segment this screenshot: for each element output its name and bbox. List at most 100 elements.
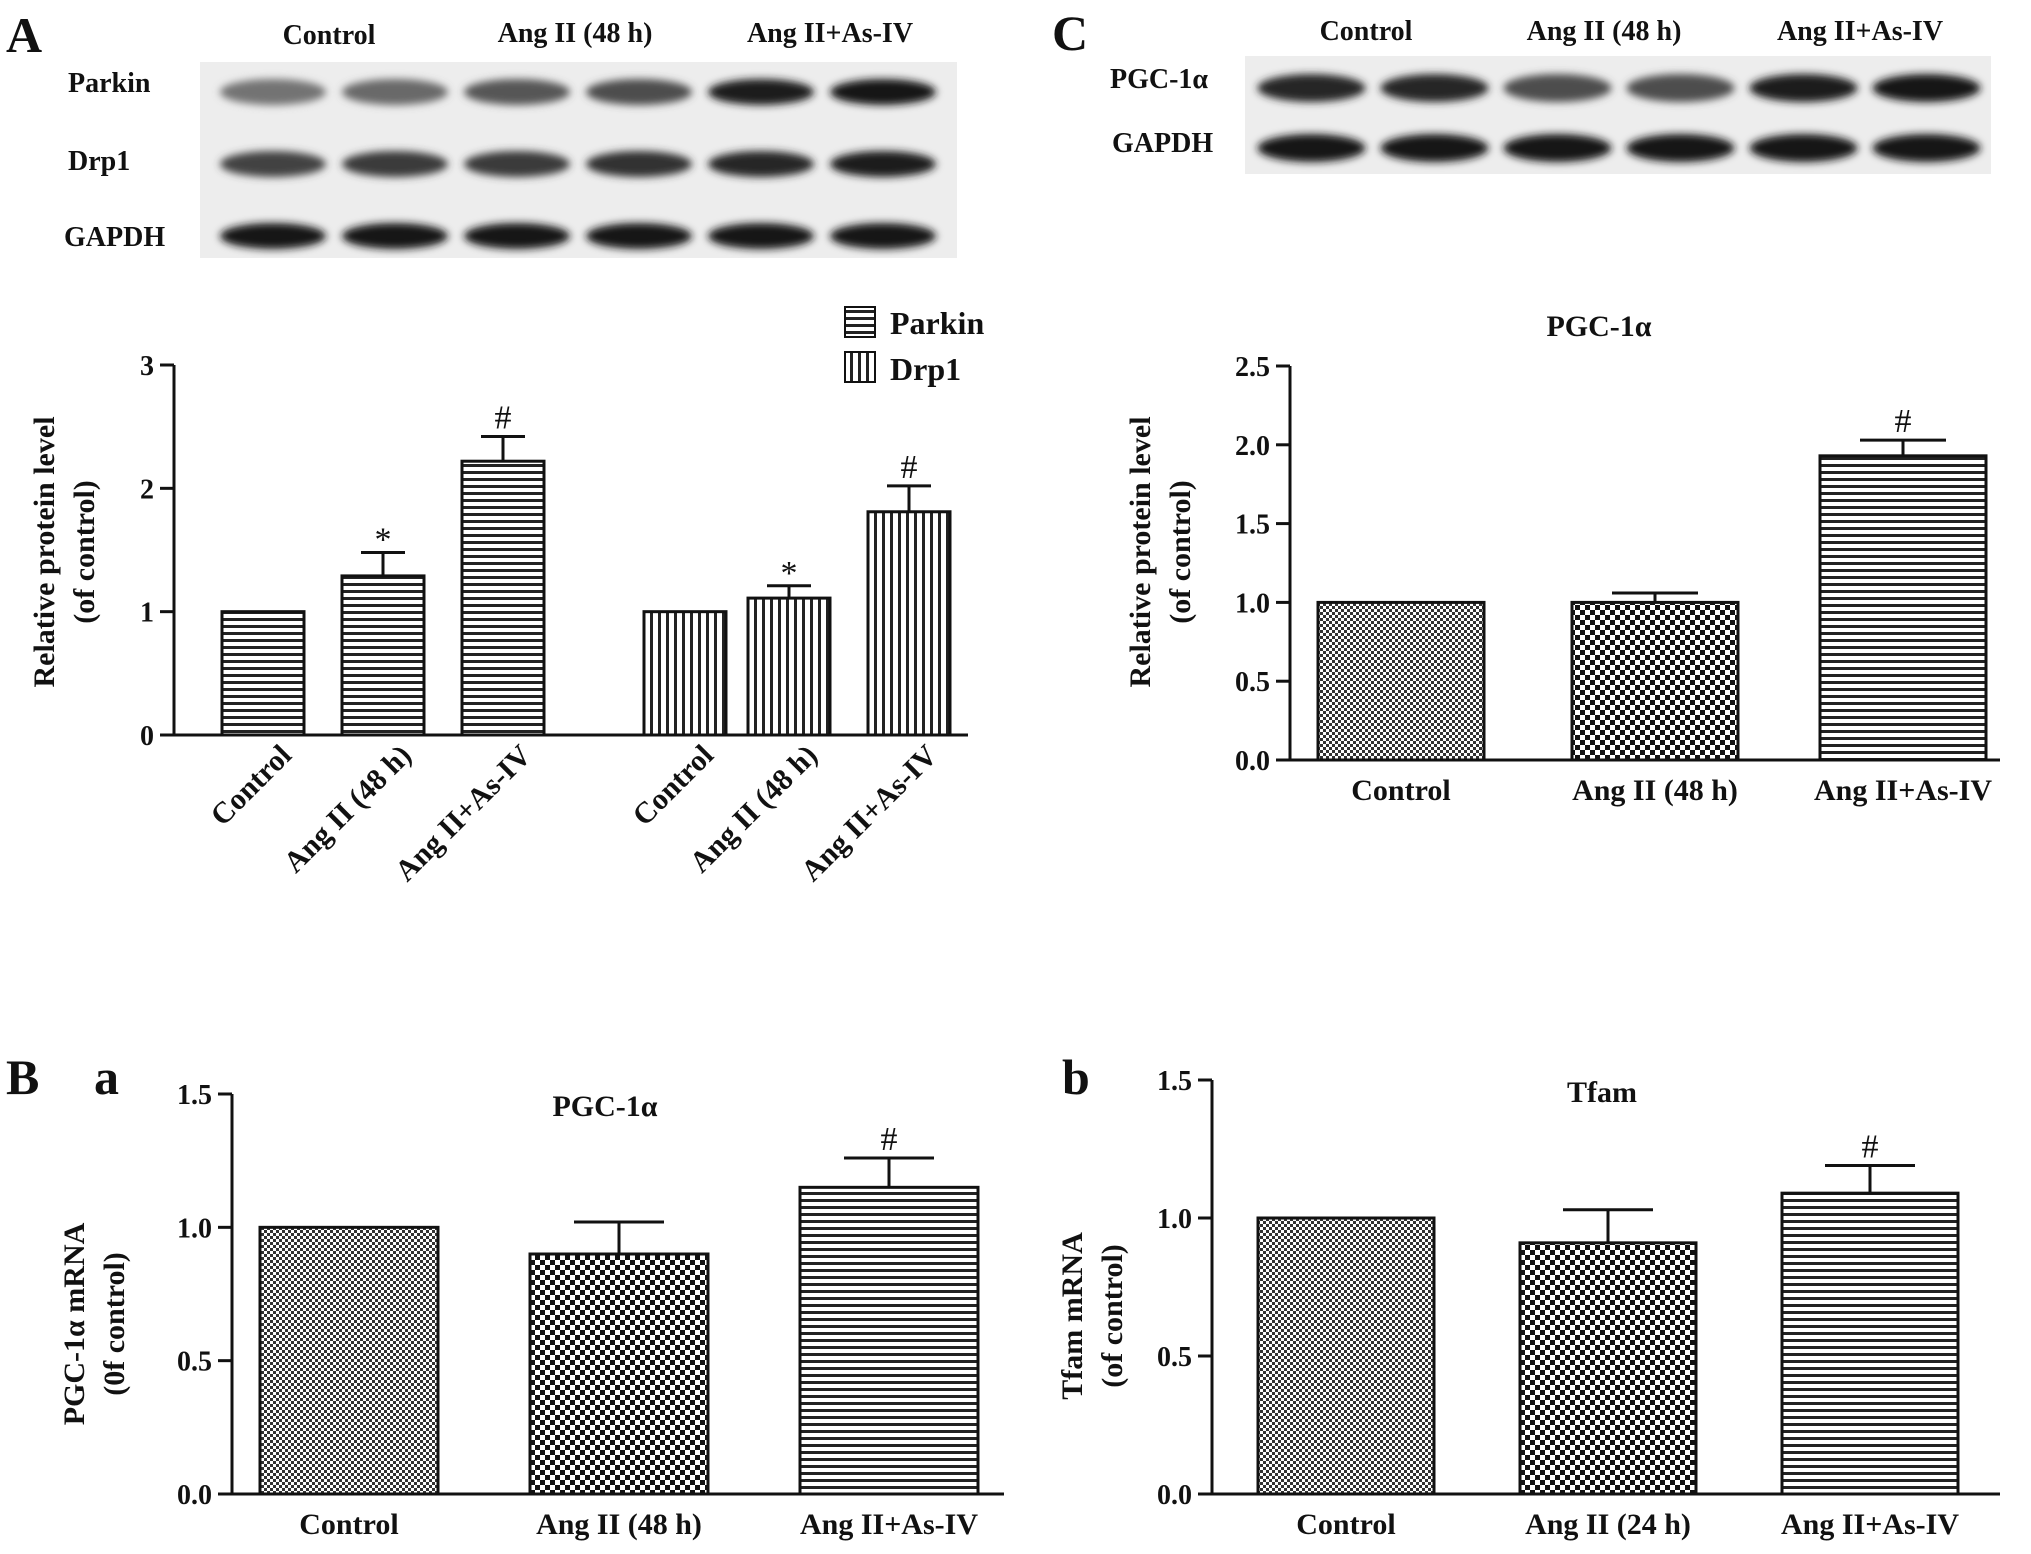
chart-a-bars: * # * # [220,400,952,737]
blot-c-group-label: Control [1320,16,1413,47]
blot-c-row-label: GAPDH [1112,128,1213,159]
blot-c-bands [1257,74,1981,162]
bar-control [1316,600,1486,762]
y-tick-label: 0.5 [177,1347,212,1378]
chart-a-y-label-line: (of control) [68,480,101,624]
blot-a-bands [220,79,936,249]
y-tick-label: 0.0 [1157,1480,1192,1511]
western-blot-c: Control Ang II (48 h) Ang II+As-IV PGC-1… [1110,16,1991,174]
chart-c-y-label: Relative protein level (of control) [1124,416,1197,687]
blot-band-parkin [342,79,448,105]
y-tick-label: 2.5 [1235,352,1270,383]
bar-ang-ii-48-h [528,1252,710,1496]
chart-c-bars: # [1316,403,1988,762]
blot-band-pgc-1 [1626,74,1735,102]
blot-band-gapdh [1626,134,1735,162]
y-tick-label: 1.0 [1157,1204,1192,1235]
blot-c-row-label: PGC-1α [1110,64,1208,95]
y-tick-label: 1.0 [1235,588,1270,619]
x-tick-label: Control [299,1508,398,1541]
y-tick-label: 1.5 [1235,510,1270,541]
chart-b-b-bars: # [1256,1129,1960,1496]
y-tick-label: 1.5 [177,1080,212,1111]
blot-band-drp1 [342,151,448,177]
y-tick-label: 1.0 [177,1213,212,1244]
chart-b-b-y-label-line: (of control) [1096,1244,1129,1388]
x-tick-label: Ang II (48 h) [1572,774,1738,807]
blot-c-group-label: Ang II+As-IV [1777,16,1943,47]
x-tick-label: Ang II (48 h) [536,1508,702,1541]
bar-ang-ii-as-iv [1780,1191,1960,1496]
x-tick-label: Ang II+As-IV [800,1508,978,1541]
blot-a-row-label: Parkin [68,68,151,99]
x-tick-label: Ang II (24 h) [1525,1508,1691,1541]
bar-control [220,610,306,737]
chart-c-x-labels: Control Ang II (48 h) Ang II+As-IV [1351,774,1992,807]
y-tick-label: 1 [140,598,154,629]
legend-label-drp1: Drp1 [890,351,961,387]
y-tick-label: 2.0 [1235,431,1270,462]
blot-band-gapdh [464,223,570,249]
chart-a-y-axis: 0 1 2 3 [140,351,968,752]
bar-ang-ii-as-iv [460,459,546,737]
blot-a-group-label: Ang II+As-IV [747,18,913,49]
legend-swatch-parkin [844,306,876,338]
significance-mark: * [781,555,798,592]
chart-b-a-title: PGC-1α [552,1090,657,1123]
western-blot-a: Control Ang II (48 h) Ang II+As-IV Parki… [64,18,957,258]
significance-mark: # [1895,403,1912,440]
chart-c: PGC-1α 0.0 0.5 1.0 1.5 2.0 2.5 # Control Ang I… [1124,310,2000,807]
blot-band-pgc-1 [1257,74,1366,102]
bar-ang-ii-48-h [1570,600,1740,762]
blot-a-group-label: Control [283,20,376,51]
blot-band-gapdh [1749,134,1858,162]
blot-background-c [1245,56,1991,174]
bar-ang-ii-24-h [1518,1241,1698,1496]
blot-band-pgc-1 [1872,74,1981,102]
bar-control [258,1225,440,1496]
bar-ang-ii-as-iv [798,1185,980,1496]
blot-band-parkin [830,79,936,105]
blot-band-pgc-1 [1380,74,1489,102]
blot-band-pgc-1 [1749,74,1858,102]
y-tick-label: 1.5 [1157,1066,1192,1097]
chart-a-y-label-line: Relative protein level [28,416,61,687]
blot-band-gapdh [1257,134,1366,162]
blot-c-group-label: Ang II (48 h) [1527,16,1682,47]
panel-letter-c: C [1052,5,1088,61]
chart-b-a-y-label: PGC-1α mRNA (0f control) [58,1222,131,1425]
blot-band-gapdh [220,223,326,249]
blot-band-gapdh [708,223,814,249]
blot-band-gapdh [586,223,692,249]
chart-b-a-bars: # [258,1121,980,1496]
y-tick-label: 0.5 [1235,667,1270,698]
bar-ang-ii-as-iv [866,510,952,737]
blot-a-headers: Control Ang II (48 h) Ang II+As-IV [283,18,913,51]
significance-mark: # [901,449,918,486]
blot-band-gapdh [342,223,448,249]
blot-a-row-labels: Parkin Drp1 GAPDH [64,68,165,253]
significance-mark: # [881,1121,898,1158]
chart-b-b: Tfam 0.0 0.5 1.0 1.5 # Control Ang II (24 h)… [1056,1066,2000,1541]
chart-c-y-label-line: (of control) [1164,480,1197,624]
blot-c-headers: Control Ang II (48 h) Ang II+As-IV [1320,16,1943,47]
y-tick-label: 3 [140,351,154,382]
blot-band-pgc-1 [1503,74,1612,102]
bar-control [1256,1216,1436,1496]
significance-mark: # [1862,1129,1879,1166]
blot-band-gapdh [1380,134,1489,162]
blot-band-parkin [586,79,692,105]
y-tick-label: 0.0 [177,1480,212,1511]
chart-b-b-title: Tfam [1567,1076,1637,1109]
blot-band-drp1 [708,151,814,177]
x-tick-label: Ang II+As-IV [1781,1508,1959,1541]
blot-c-row-labels: PGC-1α GAPDH [1110,64,1213,159]
blot-a-row-label: Drp1 [68,146,130,177]
y-tick-label: 0.0 [1235,746,1270,777]
blot-a-group-label: Ang II (48 h) [498,18,653,49]
chart-c-y-label-line: Relative protein level [1124,416,1157,687]
chart-c-title: PGC-1α [1546,310,1651,343]
chart-b-a-y-label-line: (0f control) [98,1252,131,1396]
chart-a-legend: Parkin Drp1 [844,305,984,387]
